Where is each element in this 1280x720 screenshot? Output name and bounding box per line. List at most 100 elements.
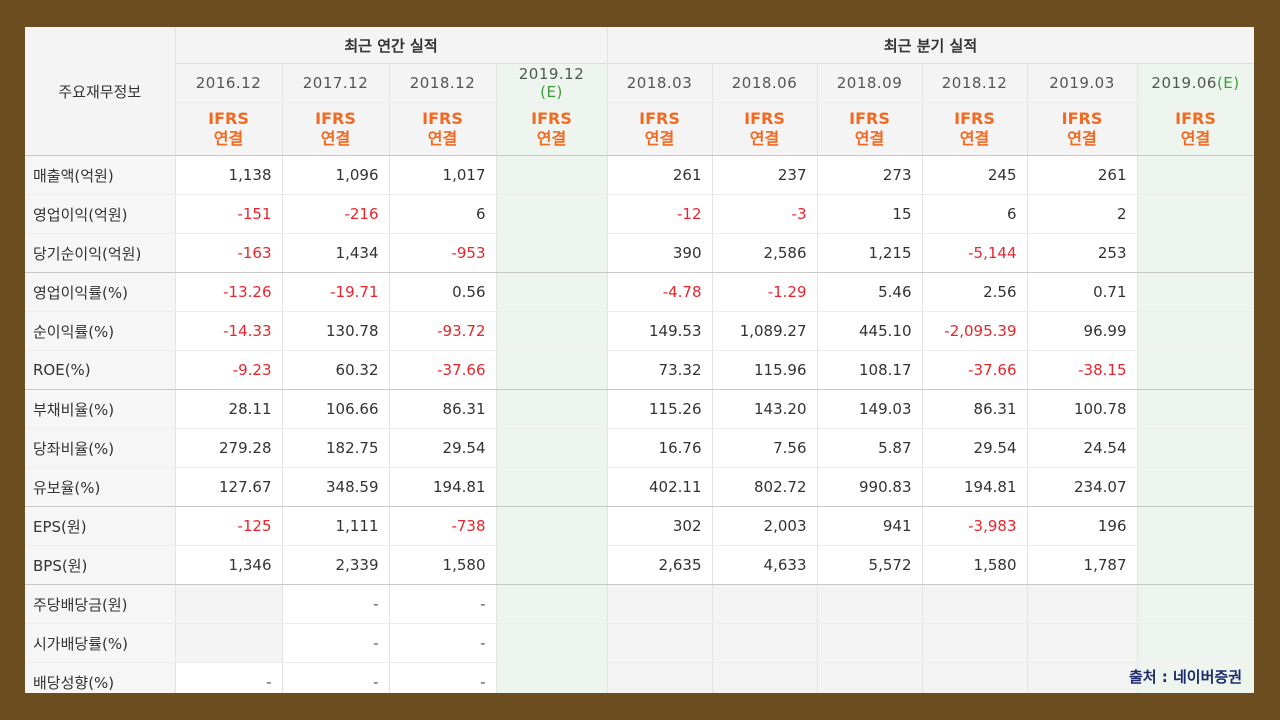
- value-cell: 149.53: [606, 311, 713, 351]
- ifrs-label: IFRS: [208, 109, 249, 128]
- value-cell: 237: [712, 155, 818, 195]
- consolidated-label: 연결: [1067, 129, 1097, 148]
- ifrs-label: IFRS: [422, 109, 463, 128]
- value-cell: [606, 662, 713, 693]
- value-cell: 7.56: [712, 428, 818, 468]
- value-cell: -: [389, 662, 497, 693]
- value-cell: 194.81: [922, 467, 1028, 507]
- table-row: 유보율(%) 127.67 348.59 194.81 402.11 802.72 990.…: [25, 467, 1254, 507]
- row-label: 당좌비율(%): [25, 428, 176, 468]
- period-label: 2019.03: [1049, 74, 1115, 92]
- value-cell: -738: [389, 506, 497, 546]
- value-cell: 2,339: [282, 545, 390, 585]
- value-cell: [1137, 467, 1254, 507]
- value-cell: [1137, 389, 1254, 429]
- value-cell: -: [175, 662, 283, 693]
- value-cell: 1,096: [282, 155, 390, 195]
- value-cell: 0.56: [389, 272, 497, 312]
- value-cell: 302: [606, 506, 713, 546]
- table-row: 매출액(억원) 1,138 1,096 1,017 261 237 273 245 261: [25, 155, 1254, 195]
- value-cell: -12: [606, 194, 713, 234]
- consolidated-label: 연결: [427, 129, 458, 148]
- row-label: ROE(%): [25, 350, 176, 390]
- value-cell: 1,089.27: [712, 311, 818, 351]
- value-cell: 253: [1027, 233, 1138, 273]
- value-cell: 2,003: [712, 506, 818, 546]
- value-cell: -125: [175, 506, 283, 546]
- period-label: 2018.12: [941, 74, 1008, 92]
- value-cell: -37.66: [922, 350, 1028, 390]
- table-row: 당기순이익(억원) -163 1,434 -953 390 2,586 1,215 -5,14…: [25, 233, 1254, 273]
- estimate-mark: (E): [540, 83, 563, 101]
- value-cell: -9.23: [175, 350, 283, 390]
- value-cell: 1,787: [1027, 545, 1138, 585]
- value-cell: 86.31: [922, 389, 1028, 429]
- value-cell: -3,983: [922, 506, 1028, 546]
- consolidated-label: 연결: [1180, 129, 1211, 148]
- value-cell: 1,138: [175, 155, 283, 195]
- ifrs-badge: IFRS 연결: [606, 102, 713, 156]
- period-label: 2018.03: [626, 74, 693, 92]
- row-label: 시가배당률(%): [25, 623, 176, 663]
- value-cell: [817, 662, 923, 693]
- table-row: 당좌비율(%) 279.28 182.75 29.54 16.76 7.56 5.87 29.…: [25, 428, 1254, 468]
- row-label: 영업이익률(%): [25, 272, 176, 312]
- ifrs-label: IFRS: [639, 109, 680, 128]
- ifrs-badge: IFRS 연결: [389, 102, 497, 156]
- table-title: 주요재무정보: [25, 27, 176, 156]
- value-cell: [1137, 350, 1254, 390]
- financial-summary-table: 주요재무정보 최근 연간 실적 최근 분기 실적 2016.12 2017.12 2…: [25, 27, 1254, 693]
- table-row: 주당배당금(원) - -: [25, 584, 1254, 624]
- value-cell: -1.29: [712, 272, 818, 312]
- value-cell: [1137, 506, 1254, 546]
- row-label: 순이익률(%): [25, 311, 176, 351]
- value-cell: 348.59: [282, 467, 390, 507]
- value-cell: [817, 584, 923, 624]
- value-cell: 5.46: [817, 272, 923, 312]
- period-header: 2017.12: [282, 63, 390, 103]
- value-cell: [606, 623, 713, 663]
- value-cell: [1137, 155, 1254, 195]
- ifrs-badge: IFRS 연결: [1027, 102, 1138, 156]
- period-header: 2019.03: [1027, 63, 1138, 103]
- period-header: 2018.12: [922, 63, 1028, 103]
- value-cell: -: [389, 584, 497, 624]
- value-cell: [1137, 194, 1254, 234]
- table-row: 영업이익률(%) -13.26 -19.71 0.56 -4.78 -1.29 5.46 2.…: [25, 272, 1254, 312]
- value-cell: 5.87: [817, 428, 923, 468]
- ifrs-label: IFRS: [531, 109, 572, 128]
- row-label: 주당배당금(원): [25, 584, 176, 624]
- period-label: 2017.12: [302, 74, 369, 92]
- consolidated-label: 연결: [320, 129, 351, 148]
- value-cell: 194.81: [389, 467, 497, 507]
- value-cell: [496, 623, 608, 663]
- value-cell: 60.32: [282, 350, 390, 390]
- table-row: 배당성향(%) - - -: [25, 662, 1254, 693]
- row-label: 매출액(억원): [25, 155, 176, 195]
- value-cell: 445.10: [817, 311, 923, 351]
- value-cell: [496, 506, 608, 546]
- value-cell: -14.33: [175, 311, 283, 351]
- value-cell: [712, 662, 818, 693]
- table-row: EPS(원) -125 1,111 -738 302 2,003 941 -3,983 196: [25, 506, 1254, 546]
- value-cell: -3: [712, 194, 818, 234]
- ifrs-badge: IFRS 연결: [1137, 102, 1254, 156]
- value-cell: 1,580: [389, 545, 497, 585]
- period-label: 2016.12: [195, 74, 262, 92]
- table-row: 시가배당률(%) - -: [25, 623, 1254, 663]
- period-label: 2018.09: [836, 74, 903, 92]
- row-label: EPS(원): [25, 506, 176, 546]
- value-cell: 245: [922, 155, 1028, 195]
- value-cell: [496, 428, 608, 468]
- consolidated-label: 연결: [959, 129, 990, 148]
- value-cell: 16.76: [606, 428, 713, 468]
- value-cell: 24.54: [1027, 428, 1138, 468]
- value-cell: -151: [175, 194, 283, 234]
- period-label: 2019.06: [1151, 74, 1217, 92]
- value-cell: -19.71: [282, 272, 390, 312]
- consolidated-label: 연결: [854, 129, 885, 148]
- value-cell: [1137, 428, 1254, 468]
- value-cell: [1027, 623, 1138, 663]
- consolidated-label: 연결: [749, 129, 780, 148]
- value-cell: [175, 623, 283, 663]
